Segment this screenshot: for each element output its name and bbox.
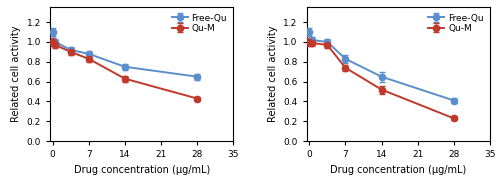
- Y-axis label: Related cell activity: Related cell activity: [11, 26, 21, 123]
- Text: B: B: [288, 0, 299, 2]
- X-axis label: Drug concentration (μg/mL): Drug concentration (μg/mL): [74, 165, 210, 175]
- Y-axis label: Related cell activity: Related cell activity: [268, 26, 278, 123]
- Legend: Free-Qu, Qu-M: Free-Qu, Qu-M: [170, 12, 229, 35]
- Legend: Free-Qu, Qu-M: Free-Qu, Qu-M: [426, 12, 486, 35]
- Text: A: A: [32, 0, 42, 2]
- X-axis label: Drug concentration (μg/mL): Drug concentration (μg/mL): [330, 165, 466, 175]
